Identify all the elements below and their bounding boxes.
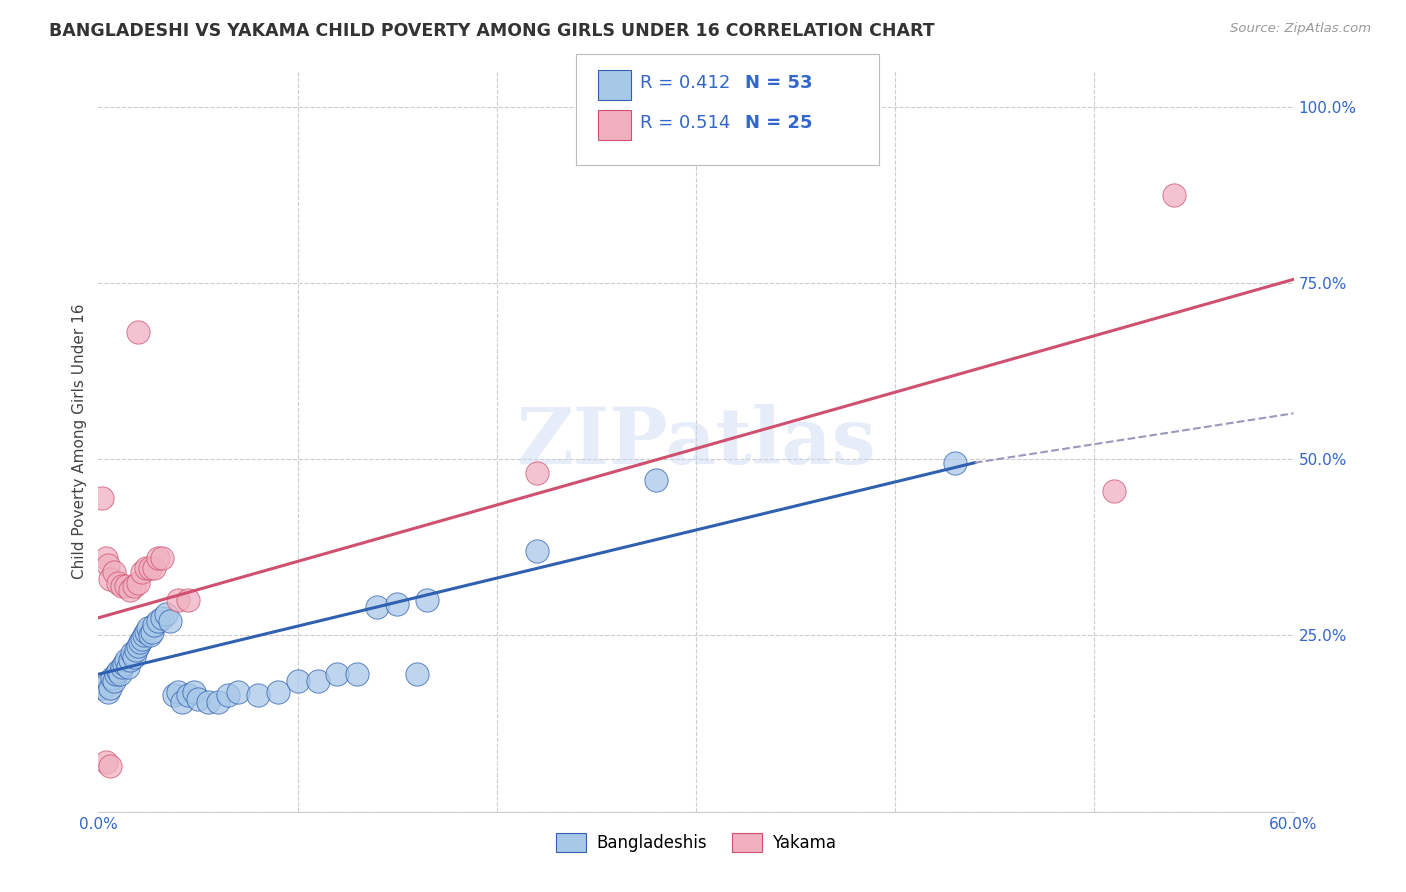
Point bbox=[177, 689, 200, 703]
Point bbox=[172, 695, 194, 709]
Text: R = 0.514: R = 0.514 bbox=[640, 114, 730, 132]
Point bbox=[177, 593, 200, 607]
Point bbox=[385, 597, 409, 611]
Point bbox=[120, 582, 142, 597]
Text: ZIPatlas: ZIPatlas bbox=[516, 403, 876, 480]
Point bbox=[645, 473, 668, 487]
Point bbox=[136, 621, 159, 635]
Point bbox=[135, 561, 157, 575]
Point bbox=[143, 618, 166, 632]
Point bbox=[267, 685, 290, 699]
Point bbox=[91, 491, 114, 505]
Point bbox=[163, 689, 186, 703]
Point bbox=[134, 628, 156, 642]
Point bbox=[150, 550, 173, 565]
Text: N = 25: N = 25 bbox=[745, 114, 813, 132]
Point bbox=[98, 572, 122, 586]
Point bbox=[148, 550, 170, 565]
Point bbox=[526, 544, 548, 558]
Point bbox=[117, 660, 139, 674]
Point bbox=[187, 692, 209, 706]
Point bbox=[101, 671, 124, 685]
Point bbox=[1163, 187, 1185, 202]
Point bbox=[197, 695, 219, 709]
Point bbox=[131, 565, 153, 579]
Point bbox=[129, 635, 152, 649]
Point bbox=[526, 467, 548, 481]
Point bbox=[246, 689, 269, 703]
Point bbox=[112, 657, 135, 671]
Point bbox=[167, 685, 190, 699]
Point bbox=[326, 667, 349, 681]
Point bbox=[143, 561, 166, 575]
Point bbox=[96, 678, 118, 692]
Point bbox=[366, 600, 388, 615]
Point bbox=[943, 456, 966, 470]
Point bbox=[287, 674, 309, 689]
Point bbox=[91, 681, 114, 696]
Point bbox=[139, 628, 162, 642]
Point bbox=[97, 558, 120, 572]
Point bbox=[217, 689, 239, 703]
Point bbox=[141, 624, 163, 639]
Point bbox=[111, 579, 134, 593]
Point bbox=[124, 579, 146, 593]
Point bbox=[1104, 483, 1126, 498]
Point bbox=[207, 695, 229, 709]
Point bbox=[226, 685, 249, 699]
Point bbox=[111, 660, 134, 674]
Point bbox=[183, 685, 205, 699]
Point bbox=[105, 667, 128, 681]
Point bbox=[150, 611, 173, 625]
Point bbox=[97, 685, 120, 699]
Point bbox=[416, 593, 439, 607]
Point bbox=[127, 325, 149, 339]
Point bbox=[406, 667, 429, 681]
Point bbox=[98, 759, 122, 773]
Text: N = 53: N = 53 bbox=[745, 74, 813, 92]
Point bbox=[107, 575, 129, 590]
Point bbox=[167, 593, 190, 607]
Point bbox=[103, 565, 125, 579]
Point bbox=[127, 639, 149, 653]
Text: R = 0.412: R = 0.412 bbox=[640, 74, 730, 92]
Point bbox=[110, 667, 132, 681]
Text: Source: ZipAtlas.com: Source: ZipAtlas.com bbox=[1230, 22, 1371, 36]
Legend: Bangladeshis, Yakama: Bangladeshis, Yakama bbox=[550, 826, 842, 859]
Point bbox=[131, 632, 153, 646]
Point bbox=[98, 681, 122, 696]
Point bbox=[346, 667, 368, 681]
Point bbox=[135, 624, 157, 639]
Text: BANGLADESHI VS YAKAMA CHILD POVERTY AMONG GIRLS UNDER 16 CORRELATION CHART: BANGLADESHI VS YAKAMA CHILD POVERTY AMON… bbox=[49, 22, 935, 40]
Point bbox=[103, 674, 125, 689]
Point bbox=[96, 756, 118, 770]
Point bbox=[124, 649, 146, 664]
Point bbox=[155, 607, 177, 622]
Point bbox=[139, 561, 162, 575]
Point bbox=[121, 646, 143, 660]
Point bbox=[96, 550, 118, 565]
Point bbox=[148, 615, 170, 629]
Point bbox=[159, 615, 181, 629]
Point bbox=[120, 653, 142, 667]
Point bbox=[307, 674, 329, 689]
Y-axis label: Child Poverty Among Girls Under 16: Child Poverty Among Girls Under 16 bbox=[72, 304, 87, 579]
Point bbox=[125, 642, 148, 657]
Point bbox=[115, 653, 138, 667]
Point bbox=[107, 664, 129, 678]
Point bbox=[127, 575, 149, 590]
Point bbox=[115, 579, 138, 593]
